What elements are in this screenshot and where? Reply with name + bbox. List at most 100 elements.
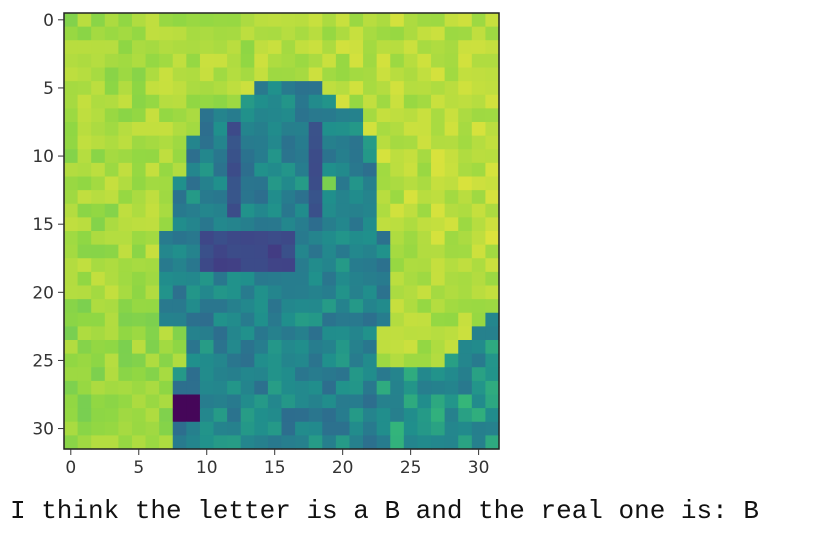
pixel [322, 258, 337, 273]
pixel [91, 176, 106, 191]
pixel [458, 13, 473, 28]
pixel [295, 149, 310, 164]
x-tick-label: 25 [400, 458, 422, 478]
pixel [159, 67, 174, 82]
pixel [267, 312, 283, 327]
pixel [227, 40, 242, 55]
pixel [295, 421, 310, 436]
pixel [444, 122, 459, 137]
pixel [471, 394, 486, 409]
pixel [186, 258, 201, 273]
pixel [349, 435, 364, 450]
pixel [213, 353, 228, 368]
pixel [349, 40, 364, 55]
pixel [417, 135, 432, 150]
pixel [458, 340, 473, 355]
pixel [131, 326, 147, 341]
pixel [64, 340, 79, 355]
pixel [390, 367, 405, 382]
pixel [308, 271, 323, 287]
pixel [77, 53, 92, 69]
pixel [403, 244, 419, 259]
pixel [104, 40, 119, 55]
pixel [91, 53, 106, 69]
pixel [417, 435, 432, 450]
pixel [431, 122, 446, 137]
pixel [335, 312, 351, 327]
pixel [431, 94, 446, 109]
pixel [390, 122, 405, 137]
pixel [485, 244, 500, 259]
pixel [227, 326, 242, 341]
pixel [131, 421, 147, 436]
pixel [186, 367, 201, 382]
pixel [444, 271, 459, 287]
pixel [267, 353, 283, 368]
pixel [308, 81, 323, 96]
pixel [91, 408, 106, 423]
pixel [227, 435, 242, 450]
pixel [186, 244, 201, 259]
pixel [363, 244, 378, 259]
pixel [145, 244, 160, 259]
pixel [471, 217, 486, 232]
pixel [267, 53, 283, 69]
pixel [267, 258, 283, 273]
pixel [458, 81, 473, 96]
pixel [254, 408, 269, 423]
pixel [295, 340, 310, 355]
pixel [417, 380, 432, 396]
pixel [295, 13, 310, 28]
pixel [431, 108, 446, 123]
pixel [199, 435, 215, 450]
pixel [417, 149, 432, 164]
pixel [458, 217, 473, 232]
pixel [431, 40, 446, 55]
pixel [349, 149, 364, 164]
pixel [376, 81, 391, 96]
pixel [254, 108, 269, 123]
pixel [363, 26, 378, 41]
pixel [444, 312, 459, 327]
pixel [91, 162, 106, 178]
pixel [431, 271, 446, 287]
pixel [77, 285, 92, 300]
pixel [458, 421, 473, 436]
pixel [390, 435, 405, 450]
pixel [186, 122, 201, 137]
pixel [172, 176, 187, 191]
pixel [444, 176, 459, 191]
pixel [417, 81, 432, 96]
pixel [91, 326, 106, 341]
pixel [227, 217, 242, 232]
pixel [145, 108, 160, 123]
pixel [240, 421, 255, 436]
pixel [308, 94, 323, 109]
pixel [104, 122, 119, 137]
pixel [390, 285, 405, 300]
pixel [254, 67, 269, 82]
pixel [403, 203, 419, 218]
pixel [131, 149, 147, 164]
pixel [376, 408, 391, 423]
pixel [159, 231, 174, 246]
pixel [159, 271, 174, 287]
pixel [104, 26, 119, 41]
pixel [145, 435, 160, 450]
pixel [376, 217, 391, 232]
pixel [403, 367, 419, 382]
pixel [363, 162, 378, 178]
pixel [390, 135, 405, 150]
pixel [267, 394, 283, 409]
pixel [186, 340, 201, 355]
pixel [240, 353, 255, 368]
pixel [431, 203, 446, 218]
pixel [131, 122, 147, 137]
pixel [349, 81, 364, 96]
pixel [213, 367, 228, 382]
pixel [363, 408, 378, 423]
pixel [213, 271, 228, 287]
pixel [390, 94, 405, 109]
pixel [213, 340, 228, 355]
pixel [485, 394, 500, 409]
